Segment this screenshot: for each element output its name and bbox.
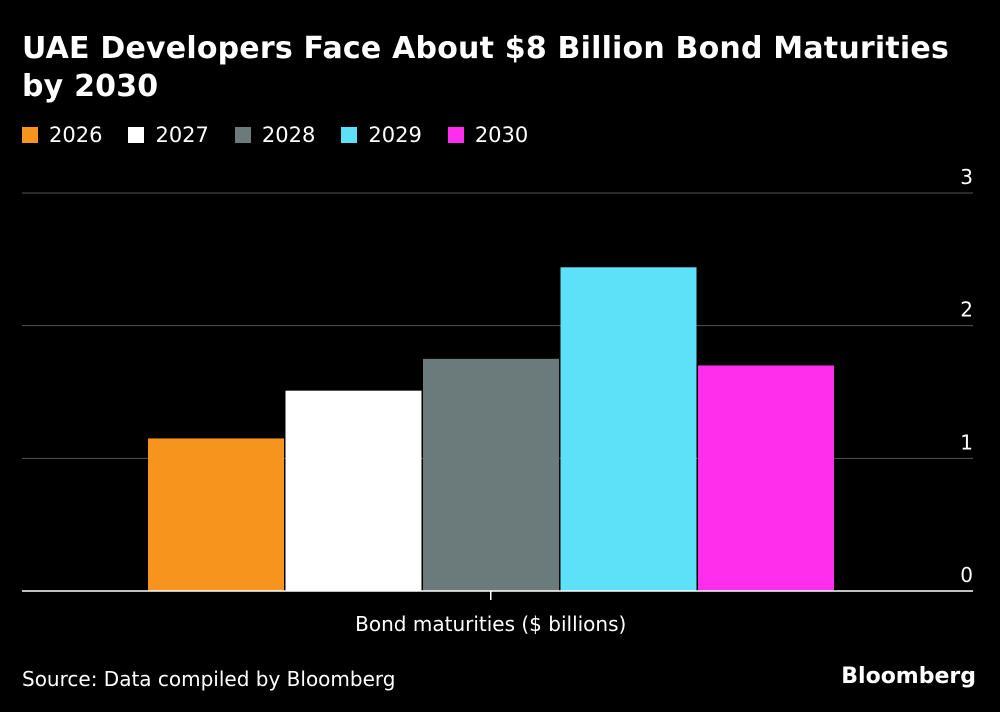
legend-item-2029: 2029 [341, 123, 422, 147]
legend-item-2028: 2028 [234, 123, 316, 147]
legend-item-2027: 2027 [128, 123, 209, 147]
bar-2026 [148, 438, 284, 591]
legend-label-2026: 2026 [49, 123, 103, 147]
chart-title: UAE Developers Face About $8 Billion Bon… [22, 31, 950, 104]
bar-2029 [560, 267, 697, 591]
bloomberg-logo: Bloomberg [841, 664, 976, 689]
bar-2027 [285, 390, 422, 591]
legend-item-2030: 2030 [447, 123, 529, 147]
legend-label-2028: 2028 [261, 123, 316, 147]
legend-item-2026: 2026 [22, 123, 102, 147]
y-tick-label-2: 2 [960, 298, 973, 322]
y-tick-label-0: 0 [960, 563, 973, 587]
y-tick-label-1: 1 [960, 430, 973, 454]
bar-chart: 0 1 2 3 Bond maturities ($ billions) [22, 165, 973, 636]
legend-swatch-2028 [234, 127, 251, 143]
legend-swatch-2030 [447, 127, 464, 143]
bar-2028 [423, 358, 559, 591]
legend-label-2030: 2030 [474, 123, 529, 147]
chart-legend: 2026 2027 2028 2029 2030 [22, 121, 554, 149]
bar-2030 [698, 365, 834, 591]
source-note: Source: Data compiled by Bloomberg [22, 667, 396, 691]
legend-label-2029: 2029 [368, 123, 422, 147]
legend-label-2027: 2027 [155, 123, 209, 147]
x-axis-label: Bond maturities ($ billions) [355, 612, 626, 636]
legend-swatch-2026 [22, 127, 38, 143]
legend-swatch-2029 [341, 127, 358, 143]
legend-swatch-2027 [128, 127, 145, 143]
y-tick-label-3: 3 [960, 165, 973, 189]
